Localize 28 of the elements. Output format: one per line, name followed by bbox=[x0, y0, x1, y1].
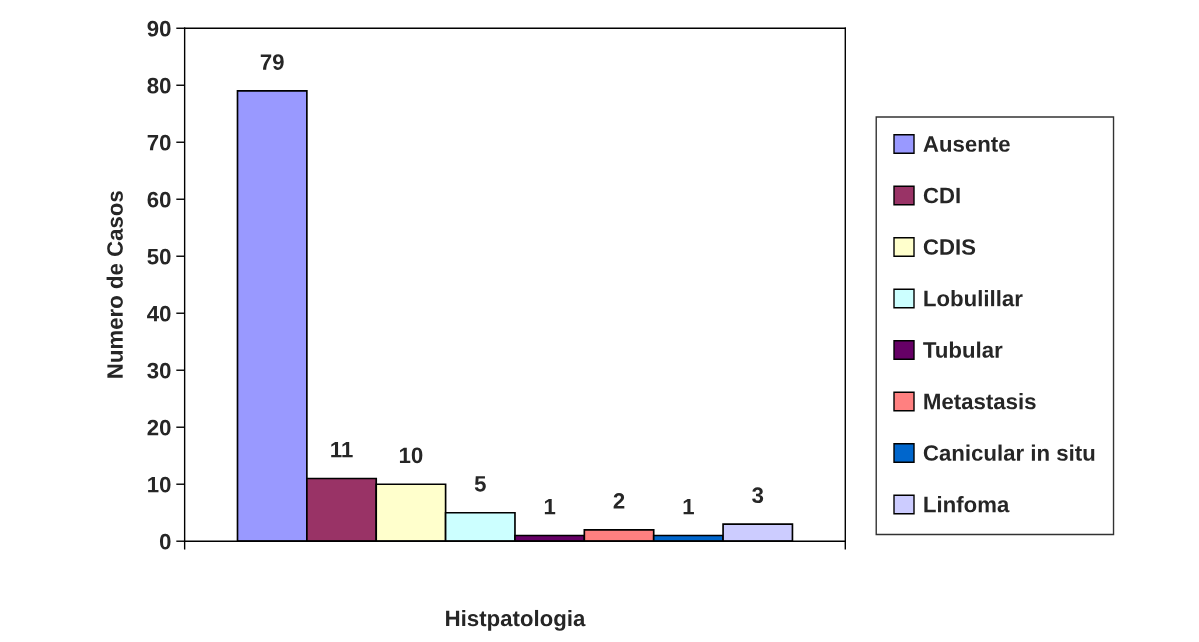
legend-label: Tubular bbox=[923, 341, 1003, 358]
y-tick-label: 10 bbox=[148, 476, 171, 493]
data-label: 1 bbox=[544, 498, 556, 515]
y-tick-label: 90 bbox=[147, 20, 171, 37]
legend-label: Canicular in situ bbox=[923, 444, 1095, 461]
y-tick-label: 20 bbox=[147, 419, 171, 436]
y-axis-title: Numero de Casos bbox=[106, 191, 123, 378]
y-tick-label: 80 bbox=[147, 77, 171, 94]
x-axis-title: Histpatologia bbox=[446, 609, 586, 631]
y-tick-label: 30 bbox=[147, 362, 171, 379]
data-label: 3 bbox=[752, 487, 764, 504]
y-tick-label: 60 bbox=[147, 191, 171, 208]
data-label: 2 bbox=[613, 493, 625, 509]
data-label: 10 bbox=[399, 447, 423, 464]
data-label: 79 bbox=[260, 54, 284, 70]
data-label: 1 bbox=[683, 498, 694, 515]
legend-label: Linfoma bbox=[924, 496, 1010, 513]
y-tick-label: 50 bbox=[147, 248, 171, 265]
legend-label: Lobulillar bbox=[924, 290, 1023, 307]
legend-label: CDI bbox=[923, 187, 960, 204]
y-tick-label: 0 bbox=[159, 533, 171, 550]
legend-label: CDIS bbox=[923, 239, 976, 255]
data-label: 11 bbox=[331, 441, 353, 458]
data-label: 5 bbox=[474, 476, 486, 492]
y-tick-label: 70 bbox=[147, 134, 171, 151]
legend-label: Ausente bbox=[923, 136, 1010, 152]
legend-label: Metastasis bbox=[924, 393, 1036, 410]
y-tick-label: 40 bbox=[147, 305, 171, 322]
